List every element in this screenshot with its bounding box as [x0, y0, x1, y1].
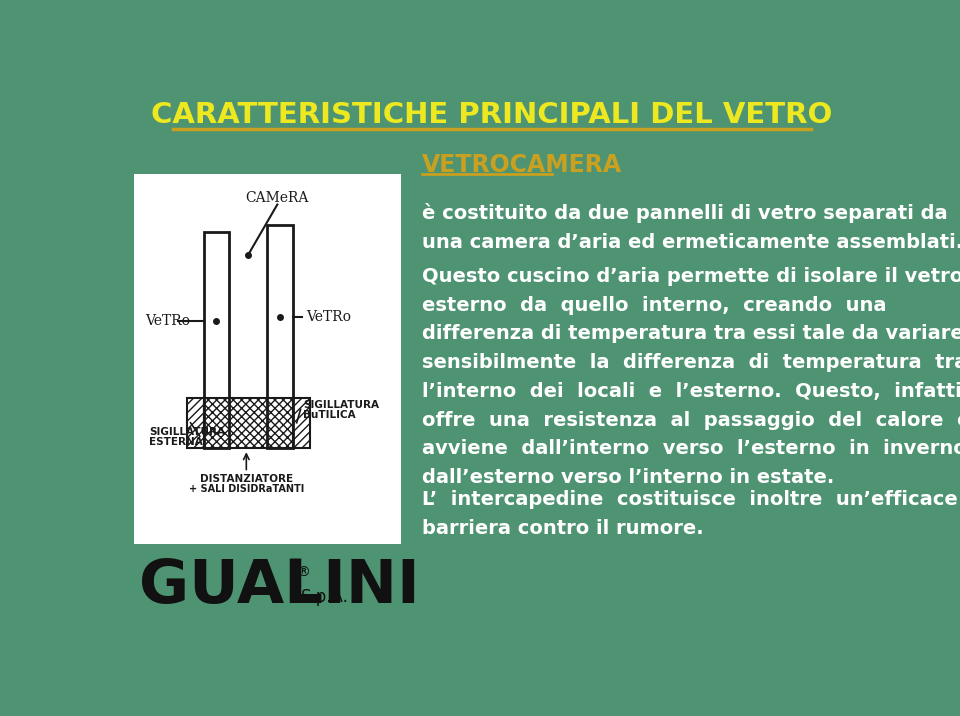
- Text: GUALINI: GUALINI: [139, 557, 420, 616]
- Text: VETROCAMERA: VETROCAMERA: [422, 153, 622, 178]
- Bar: [134, 175, 401, 544]
- Text: CARATTERISTICHE PRINCIPALI DEL VETRO: CARATTERISTICHE PRINCIPALI DEL VETRO: [152, 101, 832, 129]
- Text: è costituito da due pannelli di vetro separati da
una camera d’aria ed ermeticam: è costituito da due pannelli di vetro se…: [422, 203, 960, 252]
- Text: VeTRo: VeTRo: [146, 314, 191, 328]
- Bar: [186, 398, 204, 448]
- Text: ®: ®: [296, 566, 310, 579]
- Text: ESTERNA: ESTERNA: [150, 437, 204, 448]
- Text: BuTILICA: BuTILICA: [303, 410, 355, 420]
- Text: L’  intercapedine  costituisce  inoltre  un’efficace
barriera contro il rumore.: L’ intercapedine costituisce inoltre un’…: [422, 490, 958, 538]
- Text: + SALI DISIDRaTANTI: + SALI DISIDRaTANTI: [189, 483, 304, 493]
- Text: Questo cuscino d’aria permette di isolare il vetro
esterno  da  quello  interno,: Questo cuscino d’aria permette di isolar…: [422, 267, 960, 487]
- Text: SIGILLATURA: SIGILLATURA: [303, 400, 379, 410]
- Bar: [293, 398, 310, 448]
- Text: S.p.A.: S.p.A.: [300, 589, 348, 606]
- Bar: [204, 398, 293, 448]
- Text: SIGILLATURA: SIGILLATURA: [150, 427, 226, 437]
- Text: CAMeRA: CAMeRA: [246, 190, 309, 205]
- Bar: [267, 225, 293, 448]
- Bar: [204, 232, 228, 448]
- Text: VeTRo: VeTRo: [306, 310, 351, 324]
- Text: DISTANZIATORE: DISTANZIATORE: [200, 473, 293, 483]
